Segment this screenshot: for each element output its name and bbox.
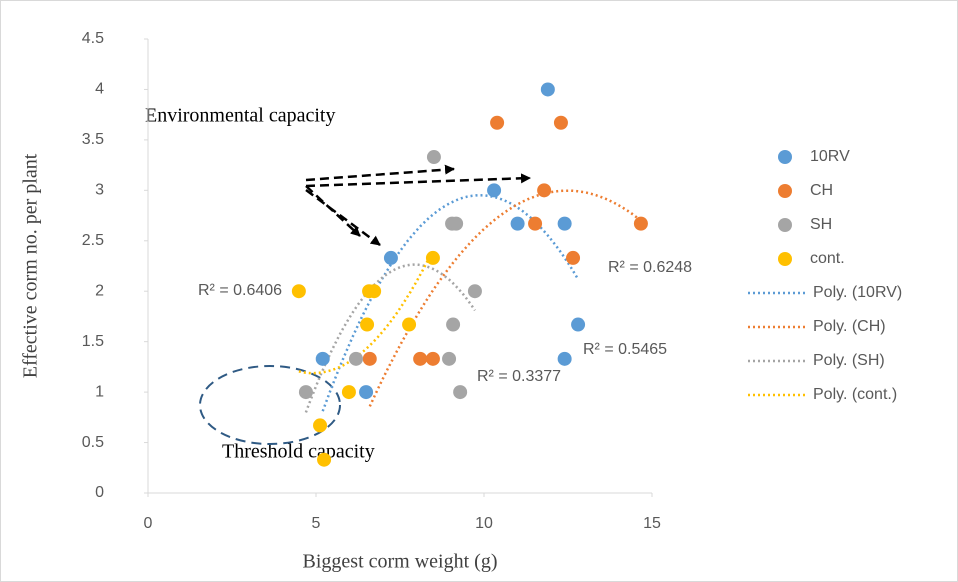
point <box>467 284 482 299</box>
y-tick-label: 2 <box>95 282 104 299</box>
point <box>537 183 552 198</box>
arrows <box>305 164 531 247</box>
trendline <box>298 249 435 375</box>
point <box>490 115 505 130</box>
point <box>566 250 581 265</box>
r2-label: R² = 0.5465 <box>583 341 667 358</box>
point <box>449 216 464 231</box>
legend-marker <box>778 150 792 164</box>
annotation: Environmental capacity <box>145 105 335 127</box>
point <box>425 250 440 265</box>
x-tick-label: 5 <box>312 515 321 532</box>
point <box>383 250 398 265</box>
legend-marker <box>778 218 792 232</box>
point <box>359 385 374 400</box>
point <box>402 317 417 332</box>
legend-label: CH <box>810 182 833 199</box>
y-tick-label: 4.5 <box>82 30 104 47</box>
legend-label: Poly. (SH) <box>813 352 885 369</box>
legend-label: Poly. (10RV) <box>813 284 902 301</box>
annotation: Threshold capacity <box>222 441 375 463</box>
legend-label: SH <box>810 216 832 233</box>
point <box>313 418 328 433</box>
point <box>291 284 306 299</box>
x-tick-label: 10 <box>475 515 493 532</box>
point <box>553 115 568 130</box>
point <box>540 82 555 97</box>
y-axis-title: Effective corm no. per plant <box>20 153 42 378</box>
legend-label: 10RV <box>810 148 850 165</box>
threshold-ellipse <box>199 365 341 445</box>
point <box>442 351 457 366</box>
y-tick-label: 4 <box>95 81 104 98</box>
y-tick-label: 2.5 <box>82 232 104 249</box>
point <box>367 284 382 299</box>
y-tick-label: 1 <box>95 383 104 400</box>
point <box>571 317 586 332</box>
r2-label: R² = 0.6248 <box>608 259 692 276</box>
x-axis-title: Biggest corm weight (g) <box>303 551 498 573</box>
y-tick-label: 3.5 <box>82 131 104 148</box>
point <box>317 452 332 467</box>
r2-label: R² = 0.3377 <box>477 368 561 385</box>
point <box>528 216 543 231</box>
point <box>298 385 313 400</box>
x-tick-label: 15 <box>643 515 661 532</box>
point <box>425 351 440 366</box>
legend-marker <box>778 252 792 266</box>
y-tick-label: 0 <box>95 484 104 501</box>
point <box>633 216 648 231</box>
legend-label: cont. <box>810 250 845 267</box>
point <box>362 351 377 366</box>
x-tick-label: 0 <box>144 515 153 532</box>
arrow <box>305 188 381 247</box>
point <box>348 351 363 366</box>
legend-label: Poly. (cont.) <box>813 386 897 403</box>
point <box>413 351 428 366</box>
point <box>487 183 502 198</box>
arrow <box>305 164 455 182</box>
legend-marker <box>778 184 792 198</box>
arrow <box>305 173 531 188</box>
point <box>557 216 572 231</box>
legend-label: Poly. (CH) <box>813 318 886 335</box>
trendline <box>304 263 476 413</box>
point <box>426 150 441 165</box>
r2-label: R² = 0.6406 <box>198 282 282 299</box>
y-tick-label: 0.5 <box>82 434 104 451</box>
point <box>446 317 461 332</box>
point <box>510 216 525 231</box>
point <box>341 385 356 400</box>
y-tick-label: 3 <box>95 182 104 199</box>
point <box>557 351 572 366</box>
y-tick-label: 1.5 <box>82 333 104 350</box>
point <box>360 317 375 332</box>
point <box>453 385 468 400</box>
point <box>315 351 330 366</box>
